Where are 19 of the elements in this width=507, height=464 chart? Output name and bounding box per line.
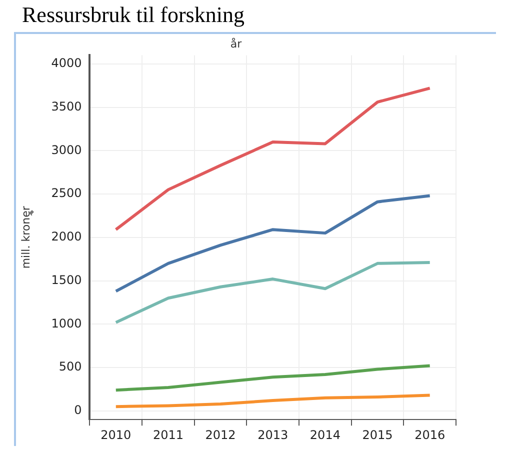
y-tick-label: 2500 xyxy=(51,186,82,200)
y-tick-label: 0 xyxy=(74,403,82,418)
x-tick-label: 2010 xyxy=(100,428,132,442)
y-tick-label: 1000 xyxy=(51,316,82,330)
x-tick-label: 2016 xyxy=(414,428,446,442)
y-tick-label: 3500 xyxy=(51,99,82,114)
x-tick-label: 2013 xyxy=(258,428,288,442)
y-tick-label: 3000 xyxy=(51,142,82,157)
x-tick-label: 2014 xyxy=(310,428,340,442)
y-tick-label: 2000 xyxy=(51,230,82,244)
y-tick-label: 4000 xyxy=(51,56,82,70)
y-tick-label: 1500 xyxy=(51,272,82,287)
x-tick-label: 2015 xyxy=(362,428,393,442)
chart-title: Ressursbruk til forskning xyxy=(22,2,246,28)
x-axis-title: år xyxy=(230,37,242,50)
y-axis-title: mill. kroner xyxy=(19,206,32,269)
y-tick-label: 500 xyxy=(58,360,82,374)
x-tick-label: 2012 xyxy=(205,428,236,442)
x-tick-label: 2011 xyxy=(152,428,184,442)
